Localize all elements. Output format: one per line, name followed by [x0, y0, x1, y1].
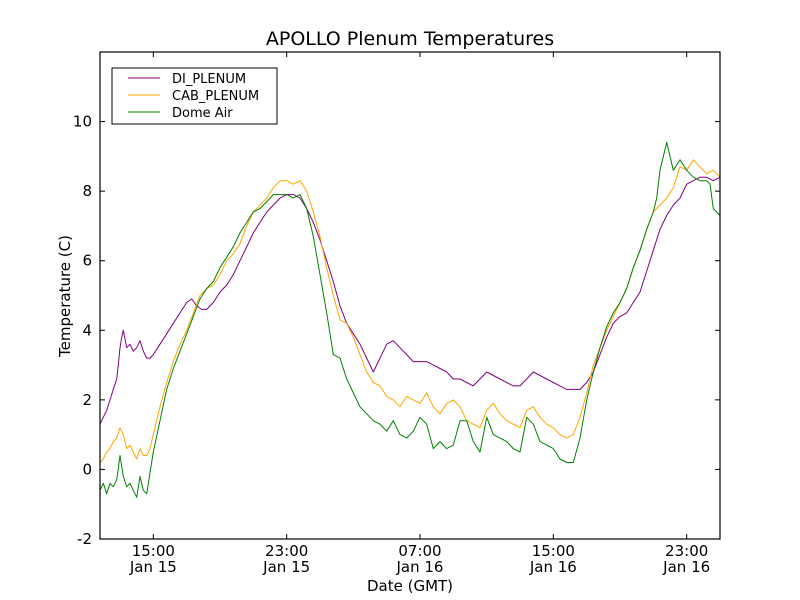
- y-tick-label: 2: [82, 391, 92, 409]
- x-axis-label: Date (GMT): [367, 577, 453, 595]
- legend-label-di-plenum: DI_PLENUM: [172, 72, 246, 87]
- chart-title: APOLLO Plenum Temperatures: [266, 28, 554, 50]
- legend-label-cab-plenum: CAB_PLENUM: [172, 89, 259, 104]
- series-line-di-plenum: [99, 176, 721, 425]
- x-tick-label-time: 15:00: [532, 542, 575, 560]
- x-tick-label-time: 23:00: [665, 542, 708, 560]
- x-tick-label-time: 07:00: [398, 542, 441, 560]
- y-tick-label: -2: [77, 530, 92, 548]
- x-tick-label-date: Jan 16: [529, 558, 577, 576]
- y-tick-label: 0: [82, 460, 92, 478]
- y-tick-label: 8: [82, 182, 92, 200]
- y-axis: -2 0 2 4 6 8 10: [73, 113, 720, 548]
- series-line-cab-plenum: [99, 159, 721, 463]
- y-axis-label: Temperature (C): [56, 235, 74, 358]
- legend-label-dome-air: Dome Air: [172, 106, 233, 121]
- legend: DI_PLENUM CAB_PLENUM Dome Air: [111, 67, 278, 125]
- x-tick-label-date: Jan 15: [262, 558, 310, 576]
- x-tick-label-time: 23:00: [265, 542, 308, 560]
- plot-frame: [99, 51, 721, 540]
- y-tick-label: 6: [82, 252, 92, 270]
- x-tick-label-date: Jan 15: [129, 558, 177, 576]
- y-tick-label: 4: [82, 321, 92, 339]
- x-tick-label-date: Jan 16: [396, 558, 444, 576]
- x-tick-label-time: 15:00: [132, 542, 175, 560]
- series-layer: [99, 141, 721, 498]
- series-line-dome-air: [99, 141, 721, 498]
- legend-frame: [111, 67, 278, 125]
- y-tick-label: 10: [73, 113, 92, 131]
- x-tick-label-date: Jan 16: [662, 558, 710, 576]
